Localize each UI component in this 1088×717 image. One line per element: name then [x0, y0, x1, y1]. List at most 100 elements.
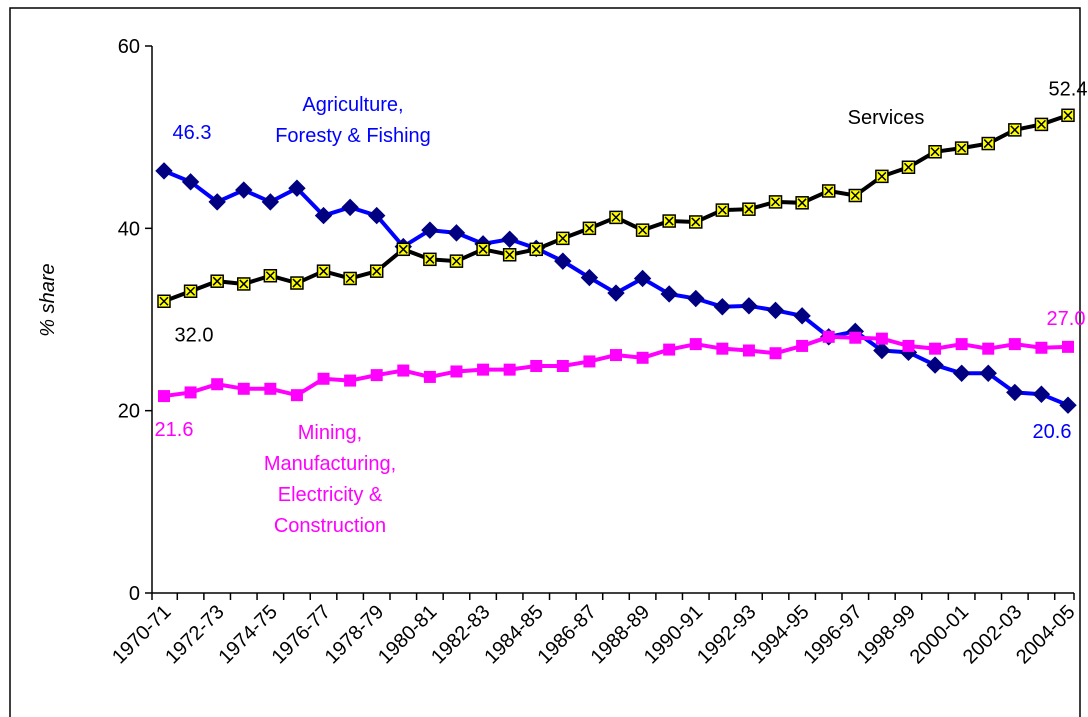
- data-point: [264, 382, 277, 395]
- data-point: [1008, 338, 1021, 351]
- data-point: [607, 284, 625, 302]
- data-point: [155, 162, 173, 180]
- data-point: [902, 339, 915, 352]
- data-point: [982, 342, 995, 355]
- data-point: [848, 188, 863, 203]
- data-point: [875, 332, 888, 345]
- data-point: [369, 264, 384, 278]
- series-label: Agriculture, Foresty & Fishing: [275, 94, 431, 147]
- data-point: [689, 338, 702, 351]
- data-point: [477, 363, 490, 376]
- data-point: [981, 136, 995, 151]
- data-point: [556, 359, 569, 372]
- data-label: 27.0: [1047, 308, 1086, 330]
- y-axis-label: % share: [37, 263, 59, 336]
- data-point: [290, 276, 304, 290]
- data-label: 21.6: [155, 419, 194, 441]
- data-point: [660, 285, 678, 303]
- data-point: [740, 297, 758, 315]
- data-point: [396, 242, 411, 257]
- data-point: [689, 215, 703, 229]
- data-point: [370, 369, 383, 382]
- data-point: [343, 271, 357, 286]
- data-point: [610, 349, 622, 362]
- data-point: [901, 160, 916, 175]
- data-point: [926, 356, 944, 374]
- data-point: [476, 242, 490, 257]
- data-point: [580, 268, 599, 287]
- data-point: [450, 365, 463, 378]
- data-point: [237, 382, 250, 395]
- data-point: [317, 372, 330, 385]
- data-point: [421, 221, 439, 239]
- data-point: [873, 341, 891, 360]
- data-point: [635, 223, 650, 237]
- data-point: [955, 338, 968, 351]
- data-point: [687, 289, 705, 308]
- data-point: [582, 221, 597, 236]
- data-point: [529, 242, 543, 257]
- series-label: Mining, Manufacturing, Electricity & Con…: [263, 422, 397, 537]
- data-label: 46.3: [173, 122, 212, 144]
- data-point: [662, 214, 676, 228]
- data-point: [316, 264, 331, 278]
- data-point: [157, 294, 171, 309]
- data-point: [875, 169, 889, 184]
- data-point: [503, 363, 516, 376]
- data-point: [793, 307, 811, 325]
- data-point: [1061, 108, 1075, 123]
- data-point: [768, 195, 783, 209]
- data-point: [184, 386, 197, 399]
- data-point: [979, 364, 997, 382]
- data-point: [1035, 341, 1048, 354]
- data-point: [633, 269, 652, 288]
- data-point: [263, 268, 278, 283]
- data-point: [766, 301, 785, 320]
- data-point: [423, 370, 436, 383]
- data-point: [290, 389, 303, 402]
- data-point: [261, 193, 280, 211]
- data-point: [796, 339, 809, 352]
- y-tick-label: 0: [129, 583, 140, 605]
- data-point: [181, 173, 200, 191]
- data-point: [715, 203, 730, 217]
- data-point: [288, 179, 306, 197]
- data-point: [663, 343, 676, 356]
- data-point: [183, 284, 198, 298]
- data-point: [367, 206, 386, 225]
- chart-frame: [9, 7, 1081, 717]
- data-point: [1008, 123, 1022, 137]
- data-point: [583, 355, 596, 368]
- data-point: [556, 231, 570, 246]
- data-point: [928, 145, 942, 159]
- data-point: [1062, 340, 1074, 353]
- data-point: [208, 193, 226, 211]
- data-point: [237, 277, 251, 291]
- data-point: [1032, 385, 1051, 403]
- data-point: [1006, 383, 1024, 402]
- data-point: [530, 359, 543, 372]
- y-tick-label: 60: [118, 36, 140, 58]
- x-tick-label: 2004-05: [1012, 601, 1079, 668]
- data-point: [769, 347, 782, 360]
- data-point: [554, 252, 572, 270]
- data-point: [211, 378, 224, 391]
- data-point: [952, 364, 971, 382]
- data-point: [716, 342, 729, 355]
- data-point: [210, 274, 224, 288]
- data-point: [713, 298, 732, 316]
- data-point: [1034, 117, 1049, 132]
- data-point: [849, 331, 862, 344]
- data-point: [795, 196, 809, 210]
- data-point: [609, 210, 623, 225]
- data-point: [742, 202, 756, 216]
- data-point: [235, 181, 253, 199]
- y-tick-label: 40: [118, 218, 140, 240]
- y-tick-label: 20: [118, 401, 140, 423]
- data-point: [158, 390, 170, 403]
- data-label: 32.0: [175, 324, 214, 346]
- data-point: [1059, 396, 1077, 414]
- data-point: [954, 141, 969, 155]
